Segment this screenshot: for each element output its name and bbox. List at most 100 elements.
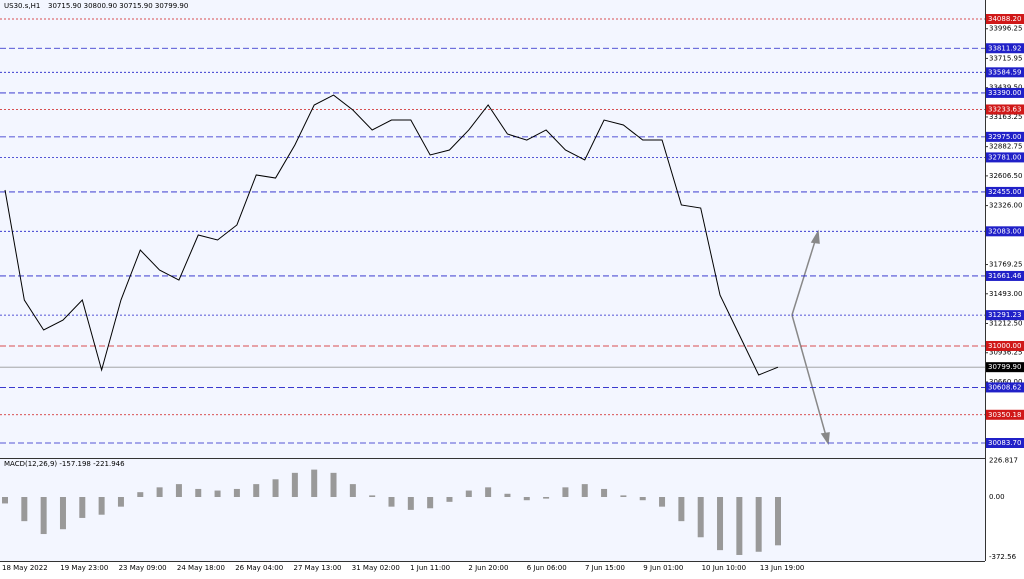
forecast-arrows	[791, 229, 830, 446]
level-label: 33390.00	[988, 89, 1021, 97]
macd-bar	[523, 497, 530, 501]
level-box	[986, 131, 1024, 142]
macd-bar	[678, 497, 685, 522]
macd-bar	[697, 497, 704, 538]
level-label: 30799.90	[988, 363, 1021, 371]
level-label: 31000.00	[988, 342, 1021, 350]
macd-bar	[21, 497, 28, 522]
macd-bar	[446, 497, 453, 502]
level-box	[986, 270, 1024, 281]
price-tick-label: 31212.50	[989, 319, 1022, 327]
time-label: 7 Jun 15:00	[585, 564, 625, 572]
macd-bar	[311, 469, 318, 497]
price-tick-label: 30936.25	[989, 349, 1022, 357]
time-label: 23 May 09:00	[119, 564, 167, 572]
price-tick-label: 31769.25	[989, 261, 1022, 269]
time-label: 1 Jun 11:00	[410, 564, 450, 572]
macd-tick-label: 226.817	[989, 456, 1018, 464]
macd-bar	[2, 497, 8, 504]
time-label: 18 May 2022	[2, 564, 48, 572]
level-label: 34088.20	[988, 15, 1021, 23]
level-box	[986, 87, 1024, 98]
macd-bar	[98, 497, 105, 515]
level-label: 33584.59	[988, 68, 1021, 76]
macd-bar	[79, 497, 86, 518]
level-box	[986, 310, 1024, 321]
time-label: 13 Jun 19:00	[760, 564, 804, 572]
time-label: 24 May 18:00	[177, 564, 225, 572]
macd-panel	[0, 459, 985, 561]
time-label: 19 May 23:00	[60, 564, 108, 572]
macd-bar	[349, 484, 356, 497]
macd-bar	[736, 497, 743, 555]
macd-bar	[291, 472, 298, 497]
price-tick-label: 31493.00	[989, 290, 1022, 298]
level-label: 32975.00	[988, 133, 1021, 141]
time-label: 9 Jun 01:00	[643, 564, 683, 572]
level-box	[986, 104, 1024, 115]
macd-bar	[543, 497, 550, 499]
level-box	[986, 409, 1024, 420]
price-tick-label: 33439.50	[989, 84, 1022, 92]
level-label: 31661.46	[988, 272, 1022, 280]
time-label: 26 May 04:00	[235, 564, 283, 572]
header-ohlc: 30715.90 30800.90 30715.90 30799.90	[48, 2, 188, 10]
price-panel	[0, 0, 985, 458]
macd-bar	[156, 487, 163, 497]
macd-tick-label: -372.56	[989, 553, 1017, 561]
level-box	[986, 438, 1024, 448]
macd-bar	[755, 497, 762, 552]
macd-tick-label: 0.00	[989, 493, 1005, 501]
macd-bar	[175, 484, 182, 497]
level-box	[986, 382, 1024, 393]
price-tick-label: 32606.50	[989, 172, 1022, 180]
macd-bar	[717, 497, 724, 551]
time-label: 27 May 13:00	[294, 564, 342, 572]
macd-bar	[272, 479, 279, 497]
macd-bar	[233, 488, 240, 497]
level-box	[986, 340, 1024, 351]
macd-bar	[195, 488, 202, 497]
level-label: 33233.63	[988, 105, 1021, 113]
macd-bar	[485, 487, 492, 497]
macd-bar	[330, 472, 337, 497]
price-tick-label: 30660.00	[989, 378, 1022, 386]
level-label: 30608.62	[988, 383, 1021, 391]
time-label: 10 Jun 10:00	[702, 564, 746, 572]
level-label: 32455.00	[988, 188, 1021, 196]
macd-bar	[601, 488, 608, 497]
level-box	[986, 152, 1024, 163]
macd-bar	[659, 497, 666, 507]
macd-bar	[137, 492, 144, 497]
level-label: 30083.70	[988, 439, 1021, 447]
price-tick-label: 32882.75	[989, 143, 1022, 151]
level-box	[986, 362, 1024, 373]
macd-bar	[369, 495, 376, 497]
macd-bar	[59, 497, 66, 530]
macd-bar	[427, 497, 434, 509]
price-line	[4, 94, 779, 376]
level-box	[986, 226, 1024, 237]
level-box	[986, 186, 1024, 197]
price-tick-label: 33163.25	[989, 113, 1022, 121]
time-label: 31 May 02:00	[352, 564, 400, 572]
level-box	[986, 14, 1024, 24]
price-tick-label: 33996.25	[989, 25, 1022, 33]
macd-bar	[639, 497, 646, 501]
level-label: 31291.23	[988, 311, 1021, 319]
price-tick-label: 32326.00	[989, 202, 1022, 210]
macd-bar	[253, 484, 260, 497]
header-symbol: US30.s,H1	[4, 2, 40, 10]
level-box	[986, 43, 1024, 54]
level-box	[986, 67, 1024, 78]
macd-bar	[562, 487, 569, 497]
price-tick-label: 33715.95	[989, 54, 1022, 62]
level-label: 33811.92	[988, 44, 1021, 52]
time-label: 2 Jun 20:00	[468, 564, 508, 572]
level-label: 32781.00	[988, 153, 1021, 161]
level-label: 32083.00	[988, 227, 1021, 235]
macd-bar	[775, 497, 781, 546]
macd-bar	[407, 497, 414, 510]
macd-bar	[214, 490, 221, 497]
